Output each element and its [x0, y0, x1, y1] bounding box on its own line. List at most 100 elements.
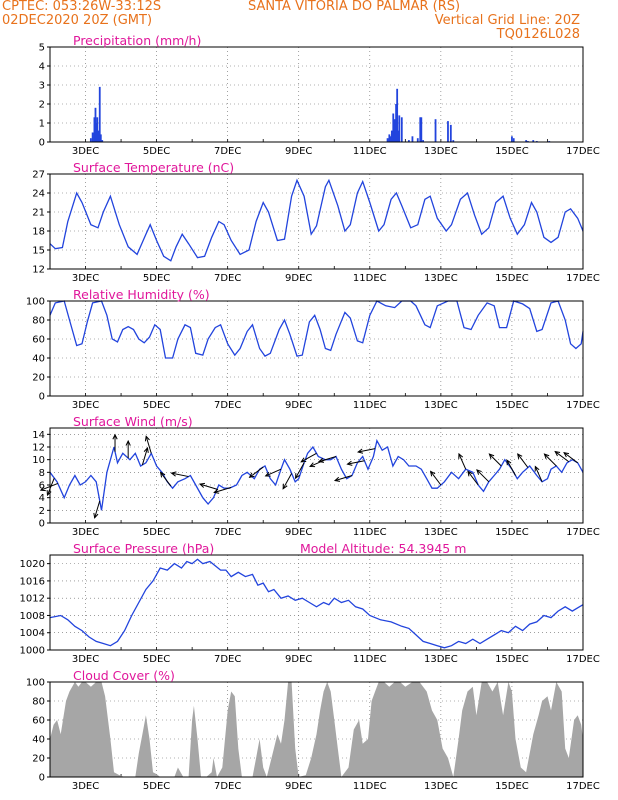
humidity-line — [49, 300, 584, 359]
panel-temperature: 12 15 18 21 24 27 3DEC 5DEC 7DEC 9DEC 11DEC 13DEC 15… — [32, 160, 600, 284]
precip-bar — [398, 115, 401, 142]
x-tick-label: 5DEC — [143, 273, 170, 284]
y-tick-label: 2 — [39, 506, 45, 517]
precip-bar — [98, 86, 101, 142]
panel-cloud-cover: 0 20 40 60 80 100 3DEC 5DEC 7DEC 9DEC 11DEC 13DEC 15… — [26, 668, 600, 792]
y-tick-label: 4 — [39, 62, 45, 73]
precip-bar — [99, 134, 102, 142]
precip-bar — [393, 119, 396, 142]
plot-frame — [49, 46, 584, 143]
precip-bar — [386, 138, 389, 142]
x-tick-label: 9DEC — [285, 146, 312, 157]
precip-bar — [395, 104, 397, 142]
y-tick-label: 40 — [32, 354, 45, 365]
y-tick-label: 12 — [32, 265, 45, 276]
y-tick-label: 100 — [26, 297, 45, 308]
x-tick-label: 7DEC — [214, 273, 241, 284]
precip-bar — [397, 130, 400, 142]
wind-vector-arrow — [488, 453, 502, 467]
wind-vector-arrow — [563, 451, 578, 464]
model-altitude-label: Model Altitude: 54.3945 m — [300, 541, 466, 556]
wind-vector-arrow — [317, 456, 337, 463]
panel-precipitation: 0 1 2 3 4 5 3DEC 5DEC 7DEC 9DEC 11DEC 13DEC 15DEC 17D… — [39, 33, 600, 157]
x-tick-label: 17DEC — [566, 527, 600, 538]
temperature-line — [49, 178, 584, 262]
precip-bar — [420, 117, 423, 142]
x-tick-label: 13DEC — [424, 400, 458, 411]
x-tick-label: 13DEC — [424, 654, 458, 665]
y-tick-label: 27 — [32, 170, 45, 181]
station-coords: CPTEC: 053:26W-33:12S — [2, 0, 162, 14]
wind-vector-arrow — [170, 471, 189, 478]
wind-vector-arrow — [346, 460, 365, 466]
y-tick-label: 14 — [32, 430, 45, 441]
wind-vector-arrow — [467, 470, 479, 486]
x-tick-label: 17DEC — [566, 146, 600, 157]
wind-vector-arrow — [39, 482, 59, 492]
wind-vector-arrow — [125, 439, 131, 459]
x-tick-label: 3DEC — [72, 527, 99, 538]
y-tick-label: 24 — [32, 189, 45, 200]
panel-title: Surface Pressure (hPa) — [73, 541, 214, 556]
y-tick-label: 1020 — [20, 559, 45, 570]
panel-title: Relative Humidity (%) — [73, 287, 210, 302]
cloud-cover-area — [50, 682, 583, 777]
wind-vector-arrow — [534, 465, 543, 483]
x-tick-label: 9DEC — [285, 273, 312, 284]
wind-vector-arrow — [213, 486, 232, 494]
precip-bar — [407, 140, 410, 142]
y-tick-label: 15 — [32, 246, 45, 257]
x-tick-label: 17DEC — [566, 273, 600, 284]
precip-bar — [396, 88, 399, 142]
x-tick-label: 11DEC — [353, 273, 387, 284]
y-tick-label: 1008 — [20, 611, 45, 622]
y-tick-label: 80 — [32, 316, 45, 327]
x-tick-label: 7DEC — [214, 527, 241, 538]
wind-vector-arrow — [517, 453, 529, 468]
panel-title: Cloud Cover (%) — [73, 668, 175, 683]
precip-bar — [434, 119, 437, 142]
precip-bar — [525, 140, 528, 142]
y-tick-label: 10 — [32, 455, 45, 466]
precip-bar — [400, 117, 403, 142]
x-tick-label: 17DEC — [566, 781, 600, 792]
model-name: TQ0126L028 — [496, 27, 580, 42]
x-tick-label: 7DEC — [214, 654, 241, 665]
x-tick-label: 9DEC — [285, 527, 312, 538]
x-tick-label: 11DEC — [353, 654, 387, 665]
y-tick-label: 3 — [39, 81, 45, 92]
precip-bar — [95, 123, 98, 142]
wind-vector-arrow — [93, 500, 101, 519]
wind-vector-arrow — [282, 473, 293, 490]
x-tick-label: 9DEC — [285, 400, 312, 411]
wind-vector-arrow — [144, 435, 152, 454]
x-tick-label: 17DEC — [566, 654, 600, 665]
wind-vector-arrow — [333, 475, 353, 482]
precip-bar — [101, 140, 104, 142]
y-tick-label: 1000 — [20, 646, 45, 657]
panel-humidity: 0 20 40 60 80 100 3DEC 5DEC 7DEC 9DEC 11DEC 13DEC 15… — [26, 287, 600, 411]
plot-frame — [49, 300, 584, 397]
y-tick-label: 5 — [39, 43, 45, 54]
x-tick-label: 9DEC — [285, 654, 312, 665]
precip-bar — [97, 130, 100, 142]
x-tick-label: 13DEC — [424, 527, 458, 538]
panel-title: Precipitation (mm/h) — [73, 33, 201, 48]
wind-vector-arrow — [159, 471, 172, 487]
y-tick-label: 20 — [32, 373, 45, 384]
wind-vector-arrow — [198, 482, 218, 490]
wind-vector-arrow — [112, 433, 118, 452]
x-tick-label: 5DEC — [143, 146, 170, 157]
precip-bar — [411, 136, 414, 142]
wind-line — [49, 438, 584, 511]
x-tick-label: 3DEC — [72, 273, 99, 284]
x-tick-label: 7DEC — [214, 781, 241, 792]
precip-bar — [511, 136, 513, 142]
y-tick-label: 4 — [39, 493, 45, 504]
x-tick-label: 3DEC — [72, 400, 99, 411]
plot-frame — [49, 173, 584, 270]
x-tick-label: 15DEC — [495, 527, 529, 538]
y-tick-label: 8 — [39, 468, 45, 479]
x-tick-label: 15DEC — [495, 273, 529, 284]
